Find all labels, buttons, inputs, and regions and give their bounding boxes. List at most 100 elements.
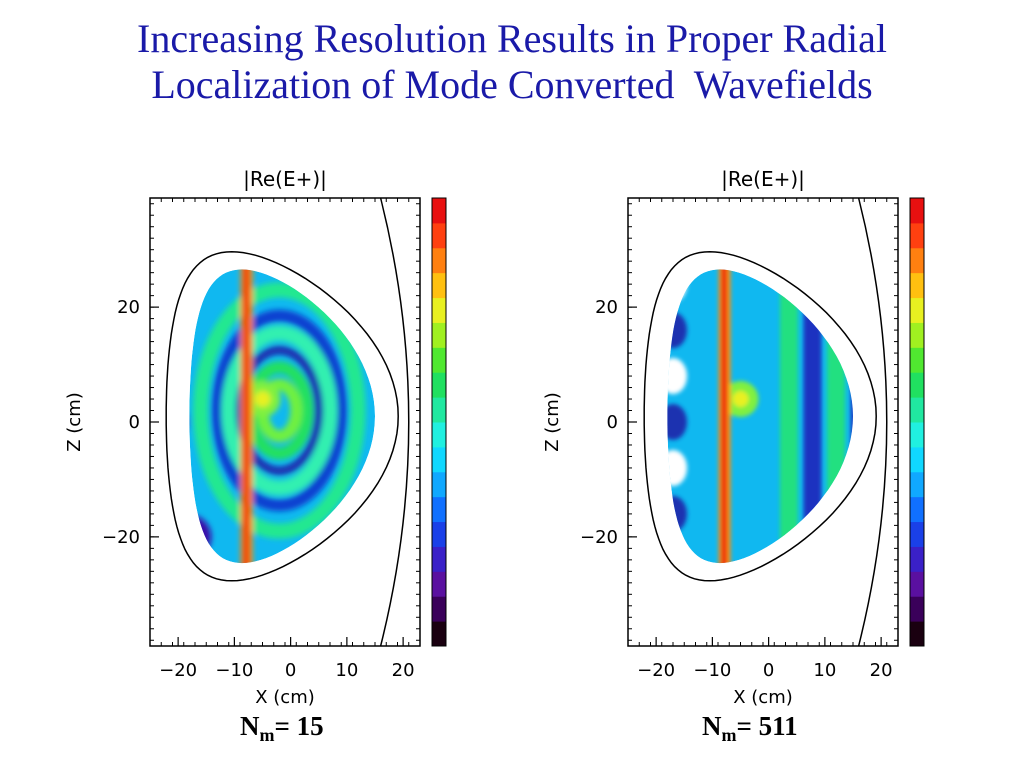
colorbar	[909, 197, 925, 647]
plot-title: |Re(E+)|	[243, 167, 327, 191]
colorbar-segment	[910, 446, 924, 473]
x-tick-label: 10	[813, 660, 836, 681]
colorbar-segment	[910, 198, 924, 224]
slide-title: Increasing Resolution Results in Proper …	[0, 16, 1024, 108]
colorbar-segment	[910, 471, 924, 498]
wavefield-base	[667, 269, 853, 564]
caption-right-rest: = 511	[736, 711, 798, 741]
x-tick-label: −20	[159, 660, 197, 681]
x-tick-label: 0	[285, 660, 296, 681]
y-axis-label: Z (cm)	[542, 392, 563, 452]
wave-band	[874, 198, 892, 646]
wave-band	[803, 269, 822, 564]
y-tick-label: −20	[102, 527, 140, 548]
colorbar-frame	[431, 197, 447, 647]
colorbar-segment	[910, 621, 924, 647]
wave-band	[850, 269, 853, 564]
x-tick-label: 0	[763, 660, 774, 681]
colorbar-segment	[432, 471, 446, 498]
colorbar-segment	[910, 247, 924, 274]
wave-lobe	[667, 404, 687, 440]
wave-band	[827, 269, 846, 564]
colorbar-segment	[910, 222, 924, 249]
wave-patch	[324, 543, 369, 564]
plot-title: |Re(E+)|	[721, 167, 805, 191]
colorbar-segment	[432, 297, 446, 323]
colorbar-segment	[910, 496, 924, 523]
vessel-boundary	[165, 250, 399, 582]
colorbar-segment	[910, 521, 924, 547]
colorbar-segment	[432, 272, 446, 299]
slide-title-line2: Localization of Mode Converted Wavefield…	[151, 62, 873, 107]
slide-title-line1: Increasing Resolution Results in Proper …	[137, 16, 887, 61]
wave-lobe	[659, 588, 687, 624]
colorbar-segment	[432, 422, 446, 448]
outer-boundary	[857, 197, 888, 647]
heatmap-panel-right: |Re(E+)| −20 −10 0 10 20 20 0 −20 X (cm) Z (cm)	[542, 167, 925, 708]
vessel-boundary	[643, 250, 877, 582]
wavefield	[659, 198, 892, 646]
colorbar-frame	[909, 197, 925, 647]
colorbar-segment	[910, 397, 924, 423]
y-tick-label: 0	[607, 412, 618, 433]
wave-lobe	[667, 449, 687, 486]
wave-ring	[211, 309, 348, 512]
wave-ring	[221, 325, 338, 496]
colorbar-segment	[432, 397, 446, 423]
wave-lobe	[667, 312, 687, 349]
y-tick-label: 20	[595, 297, 618, 318]
colorbar-segment	[910, 546, 924, 572]
caption-left-main: N	[240, 711, 260, 741]
caption-right-main: N	[702, 711, 722, 741]
caption-left: Nm= 15	[240, 711, 324, 746]
caption-right: Nm= 511	[702, 711, 798, 746]
x-axis-label: X (cm)	[255, 687, 315, 708]
colorbar-segment	[432, 546, 446, 572]
y-tick-label: 0	[129, 412, 140, 433]
colorbar-segment	[910, 571, 924, 597]
colorbar-segment	[432, 596, 446, 622]
x-tick-label: 20	[870, 660, 893, 681]
stripe-core	[721, 269, 727, 564]
wave-band	[779, 269, 798, 564]
colorbar-segment	[910, 347, 924, 373]
colorbar-segment	[910, 297, 924, 323]
colorbar-segment	[432, 198, 446, 224]
wave-patch	[189, 269, 201, 301]
colorbar-segment	[910, 322, 924, 348]
colorbar-segment	[432, 322, 446, 348]
stripe-core	[243, 269, 249, 564]
colorbar-segment	[432, 571, 446, 597]
x-tick-label: 10	[335, 660, 358, 681]
wave-patch	[336, 273, 375, 318]
colorbar-segment	[910, 596, 924, 622]
resonance-core	[732, 391, 749, 408]
heatmap-panel-left: |Re(E+)| −20 −10 0 10 20 20 0 −20 X (cm) Z (cm)	[64, 167, 447, 708]
caption-left-rest: = 15	[274, 711, 324, 741]
x-tick-label: −20	[637, 660, 675, 681]
colorbar-segment	[432, 247, 446, 274]
wave-lobe	[667, 358, 687, 395]
y-axis-label: Z (cm)	[64, 392, 85, 452]
x-tick-label: −10	[693, 660, 731, 681]
wavefield-pattern	[189, 269, 375, 634]
colorbar-segment	[432, 521, 446, 547]
wave-patch	[269, 590, 313, 634]
resonance-core	[254, 391, 271, 408]
colorbar	[431, 197, 447, 647]
colorbar-segment	[910, 372, 924, 398]
wave-lobe	[659, 220, 687, 256]
caption-right-sub: m	[721, 725, 737, 745]
colorbar-segment	[910, 272, 924, 299]
wavefield	[189, 269, 375, 634]
colorbar-segment	[910, 422, 924, 448]
caption-left-sub: m	[259, 725, 275, 745]
wave-patch	[189, 514, 212, 559]
x-tick-label: −10	[215, 660, 253, 681]
x-tick-label: 20	[392, 660, 415, 681]
y-tick-label: 20	[117, 297, 140, 318]
colorbar-segment	[432, 372, 446, 398]
wave-ring	[193, 282, 366, 539]
wave-ring	[235, 345, 324, 476]
colorbar-segment	[432, 222, 446, 249]
